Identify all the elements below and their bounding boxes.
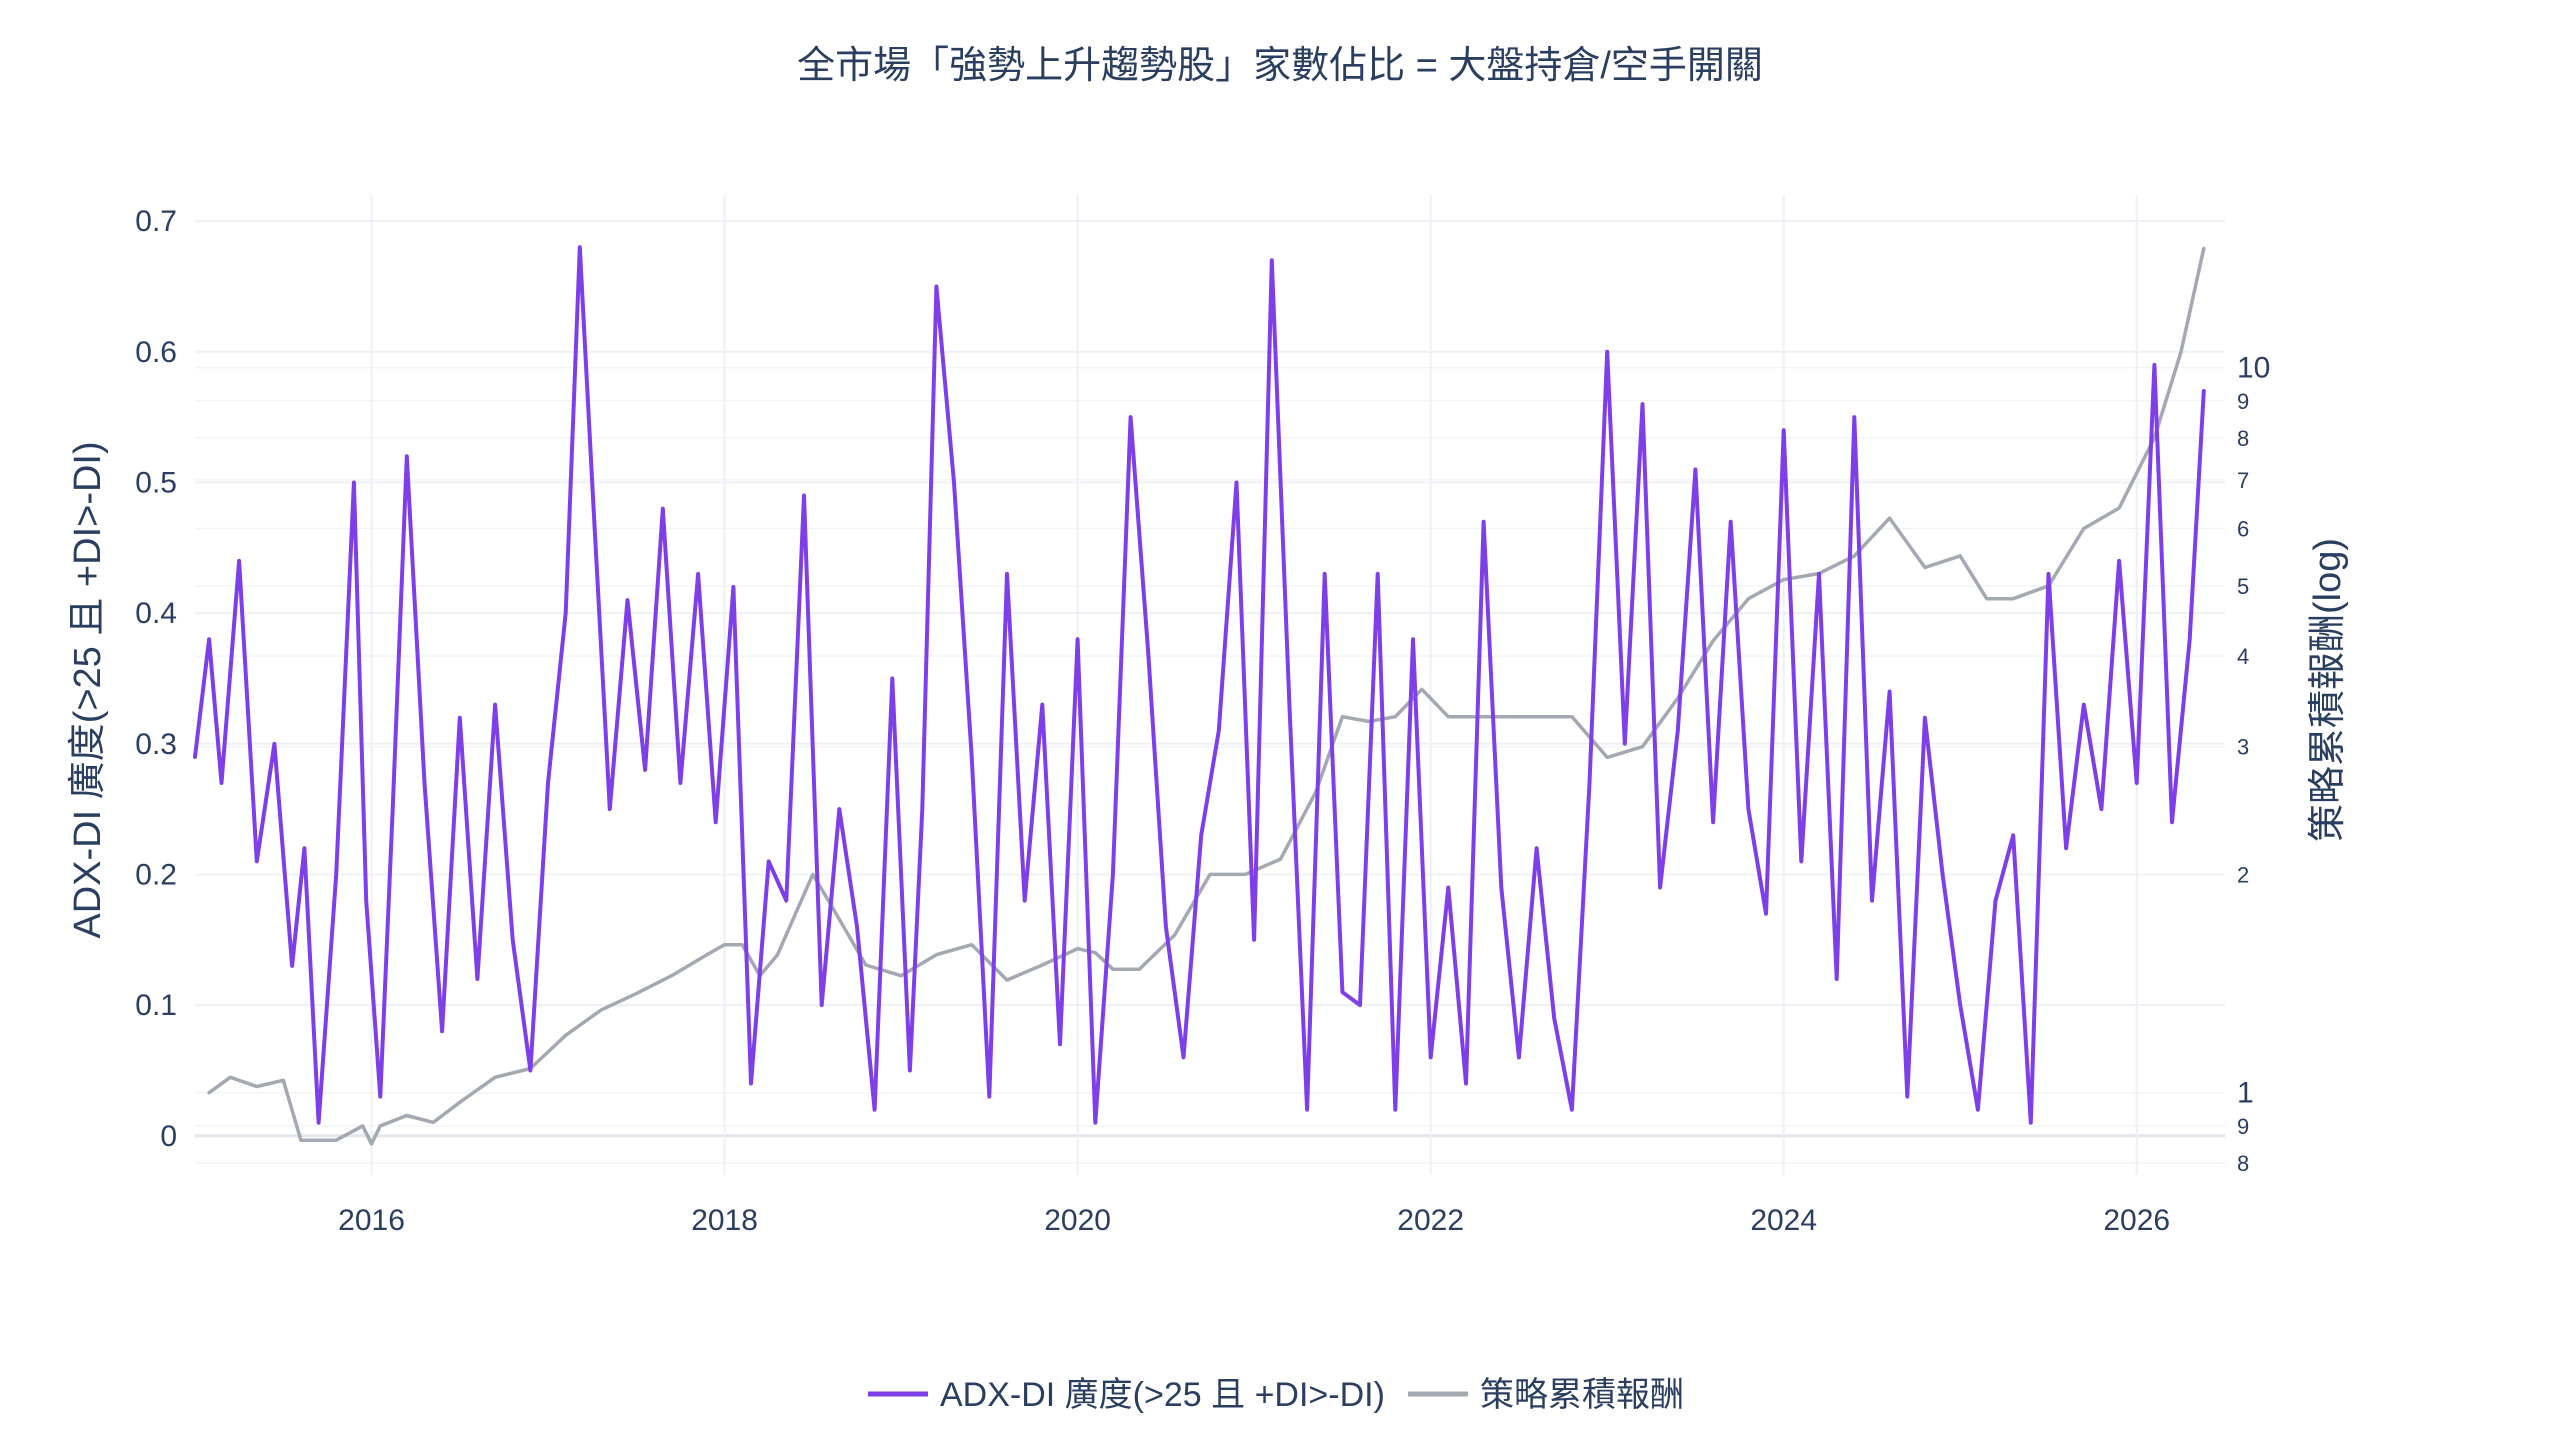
y-tick-label: 0 [160, 1120, 177, 1153]
x-tick-label: 2022 [1397, 1204, 1464, 1237]
series-line-breadth [193, 245, 2206, 1125]
y2-tick-label: 7 [2237, 468, 2249, 493]
y2-axis-title: 策略累積報酬(log) [2307, 538, 2349, 842]
y2-tick-label: 8 [2237, 426, 2249, 451]
y-axis-title: ADX-DI 廣度(>25 且 +DI>-DI) [67, 441, 109, 938]
y-tick-label: 0.4 [135, 597, 177, 630]
legend-label-cumulative-return: 策略累積報酬 [1480, 1376, 1684, 1414]
y2-tick-label: 5 [2237, 574, 2249, 599]
series-layer [193, 245, 2206, 1146]
x-tick-label: 2016 [338, 1204, 405, 1237]
chart-title: 全市場「強勢上升趨勢股」家數佔比 = 大盤持倉/空手開關 [797, 45, 1763, 87]
y-gridlines [195, 220, 2225, 1164]
y2-tick-label: 3 [2237, 735, 2249, 760]
x-tick-label: 2026 [2103, 1204, 2170, 1237]
x-tick-label: 2018 [691, 1204, 758, 1237]
x-tick-label: 2020 [1044, 1204, 1111, 1237]
legend-label-breadth: ADX-DI 廣度(>25 且 +DI>-DI) [940, 1376, 1385, 1414]
y-tick-label: 0.2 [135, 858, 177, 891]
series-line-cumulative-return [207, 246, 2206, 1146]
y2-tick-label: 4 [2237, 644, 2249, 669]
x-tick-labels: 2016 2018 2020 2022 2024 2026 [338, 1204, 2170, 1237]
y-tick-labels: 0 0.1 0.2 0.3 0.4 0.5 0.6 0.7 [135, 205, 177, 1153]
y2-tick-label: 9 [2237, 1114, 2249, 1139]
y2-tick-labels: 8 9 1 2 3 4 5 6 7 8 9 10 [2237, 352, 2270, 1176]
y2-tick-label: 10 [2237, 352, 2270, 385]
y2-tick-label: 6 [2237, 516, 2249, 541]
y-tick-label: 0.7 [135, 205, 177, 238]
y-tick-label: 0.6 [135, 336, 177, 369]
y2-tick-label: 1 [2237, 1077, 2254, 1110]
y2-tick-label: 2 [2237, 862, 2249, 887]
y-tick-label: 0.5 [135, 466, 177, 499]
y-tick-label: 0.1 [135, 989, 177, 1022]
y-tick-label: 0.3 [135, 728, 177, 761]
legend: ADX-DI 廣度(>25 且 +DI>-DI) 策略累積報酬 [868, 1376, 1684, 1414]
y2-tick-label: 9 [2237, 389, 2249, 414]
y2-tick-label: 8 [2237, 1151, 2249, 1176]
x-tick-label: 2024 [1750, 1204, 1817, 1237]
